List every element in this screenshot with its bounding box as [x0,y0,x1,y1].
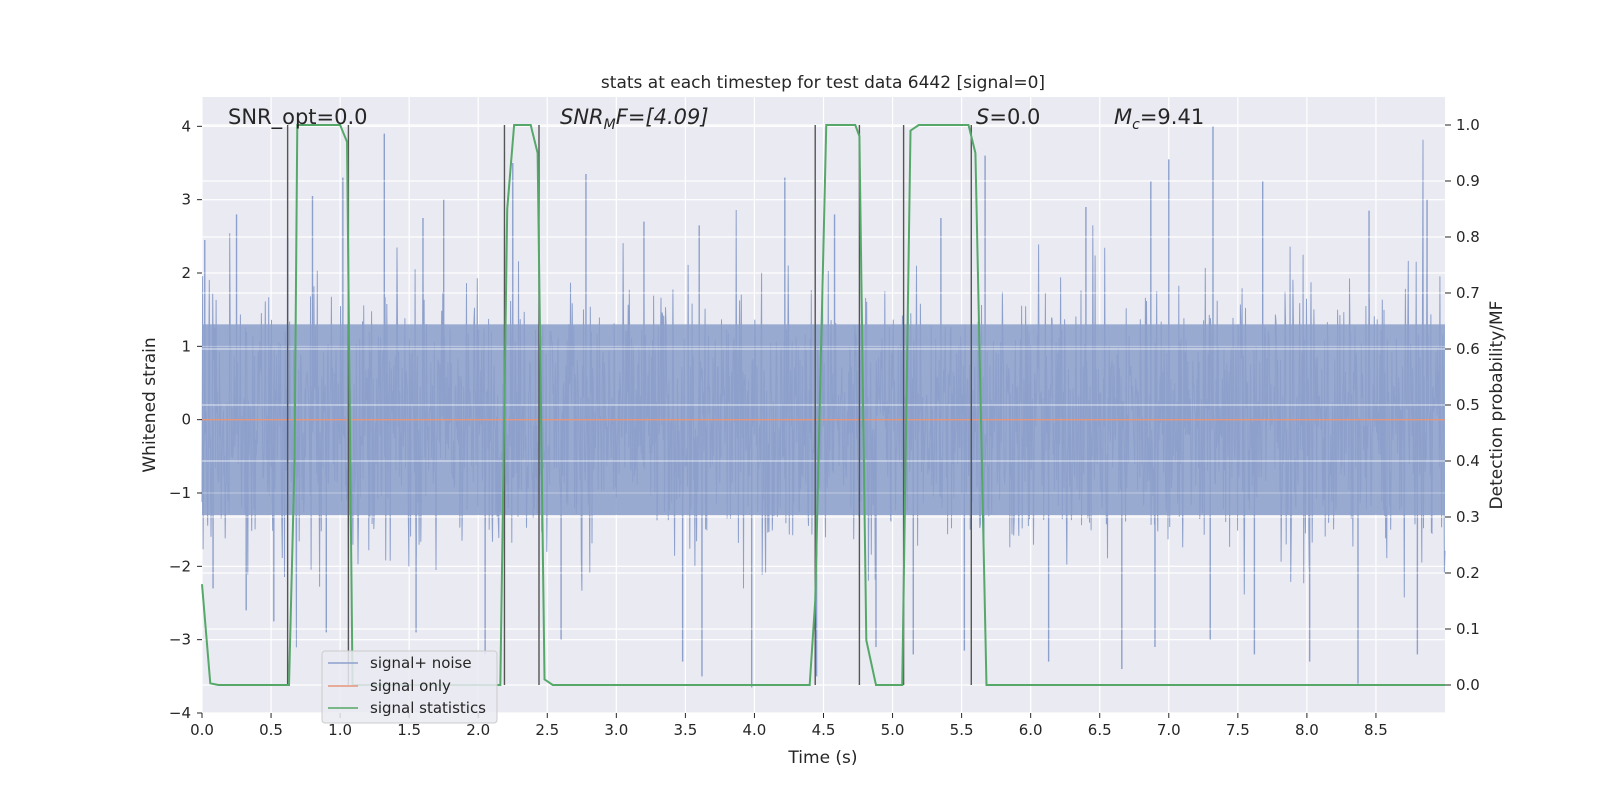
x-tick-label-1: 0.5 [259,721,283,739]
annotation-mc: Mc=9.41 [1114,105,1204,133]
annotation-snr-opt: SNR_opt=0.0 [228,105,368,130]
yr-tick-label-9: 0.9 [1456,172,1480,190]
yr-tick-label-10: 1.0 [1456,116,1480,134]
x-tick-label-15: 7.5 [1226,721,1250,739]
y-right-axis-ticks: 0.0 0.1 0.2 0.3 0.4 0.5 0.6 0.7 0.8 0.9 1.0 [1445,116,1480,694]
yl-tick-label-8: 4 [181,117,191,135]
yl-tick-label-4: 0 [181,411,191,429]
x-tick-label-5: 2.5 [535,721,559,739]
x-tick-label-6: 3.0 [604,721,628,739]
yr-tick-label-1: 0.1 [1456,620,1480,638]
series-signal-statistics [201,124,1445,686]
legend-box [321,650,498,724]
x-tick-label-7: 3.5 [673,721,697,739]
mc-symbol: M [1114,105,1132,129]
chart-title: stats at each timestep for test data 644… [601,73,1045,93]
snr-mf-subscript: M [604,117,616,133]
signal-statistics-line [201,124,1445,686]
x-tick-label-11: 5.5 [950,721,974,739]
yr-tick-label-0: 0.0 [1456,676,1480,694]
yr-tick-label-4: 0.4 [1456,452,1480,470]
y-left-axis-ticks: −4 −3 −2 −1 0 1 2 3 4 [169,117,202,722]
snr-mf-rest: F=[4.09] [616,105,709,129]
annotation-snr-mf: SNRMF=[4.09] [560,105,709,133]
legend-label-signal-only: signal only [370,677,451,695]
x-tick-label-8: 4.0 [743,721,767,739]
yl-tick-label-5: 1 [181,337,191,355]
yr-tick-label-2: 0.2 [1456,564,1480,582]
noise-line [201,139,1446,648]
x-tick-label-4: 2.0 [466,721,490,739]
x-tick-label-13: 6.5 [1088,721,1112,739]
snr-mf-symbol: SNR [560,105,604,129]
yl-tick-label-1: −3 [169,631,191,649]
yl-tick-label-7: 3 [181,191,191,209]
x-tick-label-10: 5.0 [881,721,905,739]
x-tick-label-3: 1.5 [397,721,421,739]
yl-tick-label-2: −2 [169,557,191,575]
s-rest: =0.0 [989,105,1040,129]
x-tick-label-12: 6.0 [1019,721,1043,739]
y-left-axis-label: Whitened strain [140,337,160,472]
yl-tick-label-0: −4 [169,704,191,722]
x-tick-label-16: 8.0 [1295,721,1319,739]
x-tick-label-9: 4.5 [812,721,836,739]
yr-tick-label-8: 0.8 [1456,228,1480,246]
x-tick-label-17: 8.5 [1364,721,1388,739]
y-right-axis-label: Detection probability/MF [1487,301,1507,510]
yr-tick-label-3: 0.3 [1456,508,1480,526]
mc-subscript: c [1132,117,1140,133]
yr-tick-label-6: 0.6 [1456,340,1480,358]
yr-tick-label-7: 0.7 [1456,284,1480,302]
yr-tick-label-5: 0.5 [1456,396,1480,414]
mc-rest: =9.41 [1140,105,1204,129]
yl-tick-label-3: −1 [169,484,191,502]
legend-label-signal-statistics: signal statistics [370,699,486,717]
x-axis-label: Time (s) [787,748,857,768]
x-axis-ticks: 0.0 0.5 1.0 1.5 2.0 2.5 3.0 3.5 4.0 4.5 5.0 5.5 6.0 6… [190,713,1388,739]
annotation-s: S=0.0 [976,105,1040,129]
legend-label-signal-noise: signal+ noise [370,654,472,672]
s-symbol: S [976,105,989,129]
x-tick-label-0: 0.0 [190,721,214,739]
legend: signal+ noise signal only signal statist… [321,650,498,724]
x-tick-label-2: 1.0 [328,721,352,739]
x-tick-label-14: 7.0 [1157,721,1181,739]
yl-tick-label-6: 2 [181,264,191,282]
